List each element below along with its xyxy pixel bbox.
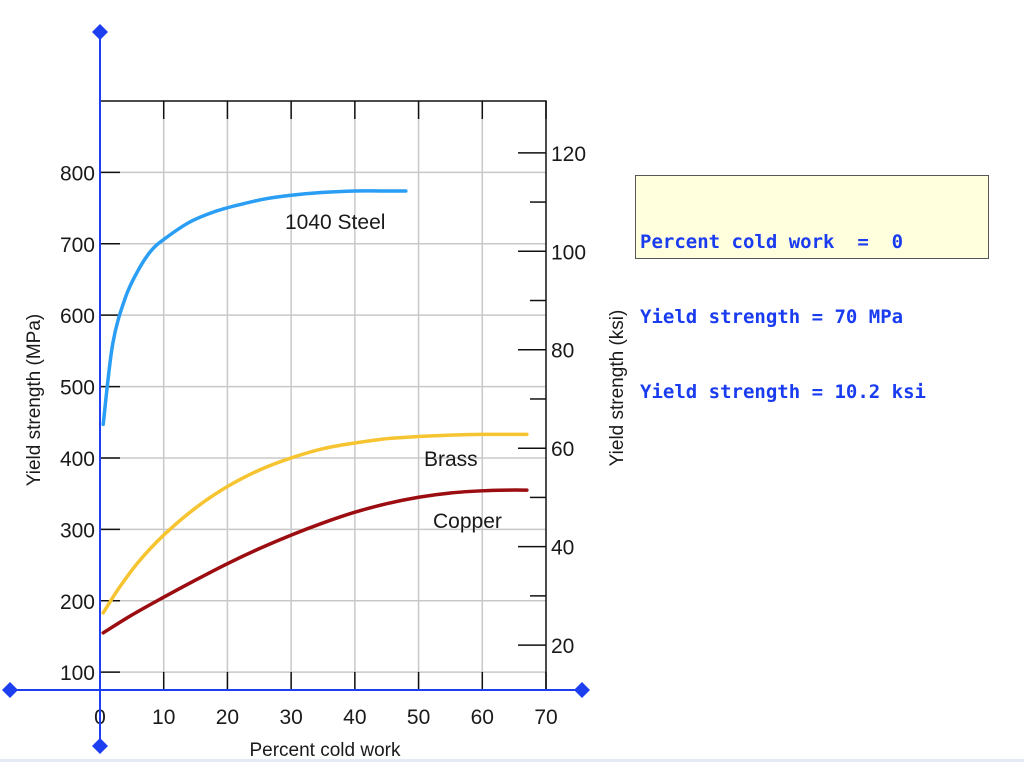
cursor-handle-left[interactable]	[2, 682, 18, 698]
y-tick-label: 700	[60, 234, 95, 257]
y-tick-label: 100	[60, 662, 95, 685]
y2-axis-title: Yield strength (ksi)	[607, 310, 628, 467]
grid-lines	[100, 101, 546, 690]
x-tick-label: 50	[407, 706, 430, 729]
readout-yield-ksi: Yield strength = 10.2 ksi	[640, 381, 926, 403]
cursor-handle-bottom[interactable]	[92, 738, 108, 754]
bottom-divider	[0, 759, 1024, 762]
readout-yield-mpa: Yield strength = 70 MPa	[640, 306, 904, 328]
series-label-copper: Copper	[433, 510, 502, 533]
x-axis-title: Percent cold work	[249, 740, 401, 761]
value-readout-box: Percent cold work = 0 Yield strength = 7…	[635, 175, 989, 403]
cursor-handle-top[interactable]	[92, 24, 108, 40]
plot-frame	[99, 100, 547, 691]
x-tick-label: 20	[216, 706, 239, 729]
x-tick-label: 10	[152, 706, 175, 729]
series-label-steel: 1040 Steel	[285, 211, 385, 234]
series-label-brass: Brass	[424, 448, 478, 471]
x-tick-label: 70	[534, 706, 557, 729]
x-tick-label: 30	[279, 706, 302, 729]
y-tick-label: 400	[60, 448, 95, 471]
series-line-brass	[101, 432, 529, 615]
y2-tick-label: 60	[551, 438, 574, 461]
y-tick-label: 300	[60, 519, 95, 542]
y2-tick-label: 100	[551, 241, 586, 264]
y2-tick-label: 20	[551, 635, 574, 658]
cursor-handle-right[interactable]	[574, 682, 590, 698]
y-tick-label: 800	[60, 162, 95, 185]
series-lines	[101, 189, 529, 635]
y-tick-label: 600	[60, 305, 95, 328]
y2-tick-label: 80	[551, 340, 574, 363]
y-axis-title: Yield strength (MPa)	[24, 314, 45, 486]
tick-marks	[99, 101, 547, 690]
crosshair-cursor[interactable]	[2, 24, 590, 754]
y-tick-label: 200	[60, 591, 95, 614]
y2-tick-label: 120	[551, 143, 586, 166]
readout-percent-cold-work: Percent cold work = 0	[640, 231, 904, 253]
y2-tick-label: 40	[551, 537, 574, 560]
series-line-copper	[101, 488, 529, 635]
series-line-1040-steel	[101, 189, 408, 427]
tick-labels: 0102030405060701002003004005006007008002…	[60, 143, 586, 729]
y-tick-label: 500	[60, 377, 95, 400]
x-tick-label: 40	[343, 706, 366, 729]
x-tick-label: 60	[471, 706, 494, 729]
